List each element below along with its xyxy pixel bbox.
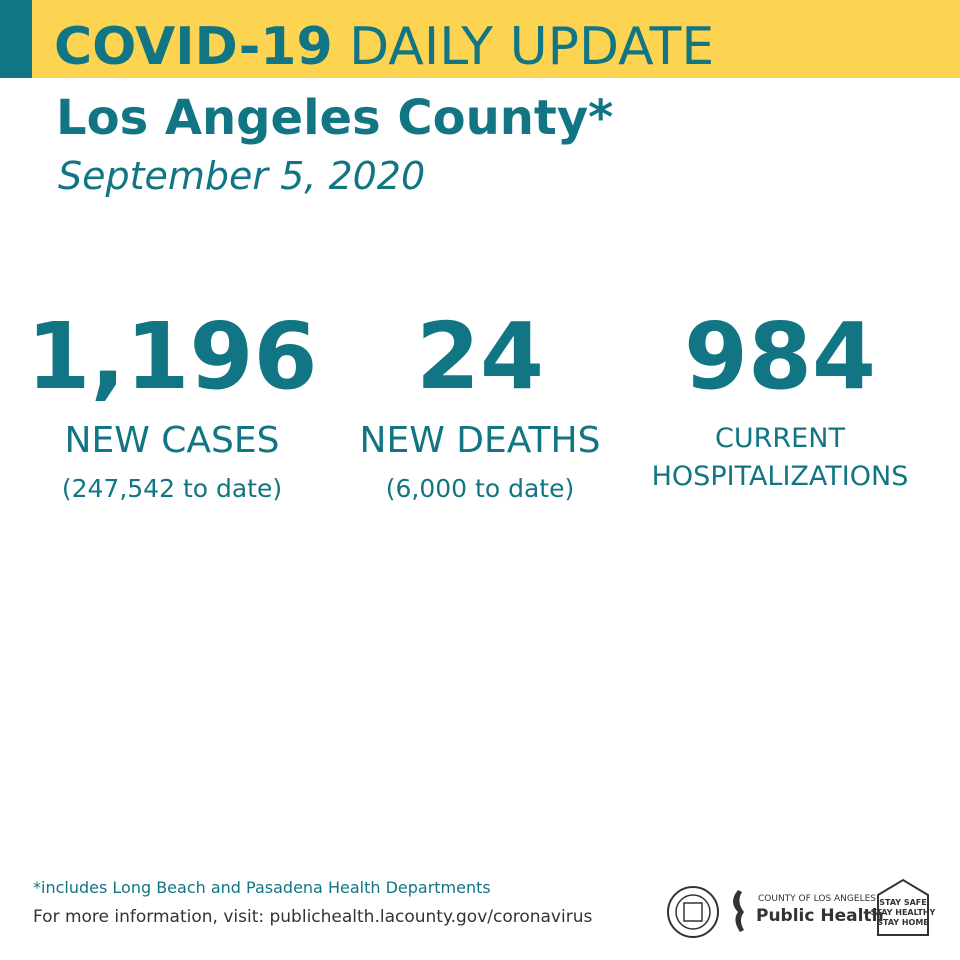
- header-title: COVID-19 DAILY UPDATE: [54, 17, 714, 77]
- date: September 5, 2020: [58, 154, 425, 198]
- header-accent: [0, 0, 32, 78]
- stat-label: HOSPITALIZATIONS: [652, 461, 909, 492]
- stay-line: STAY SAFE: [879, 898, 926, 907]
- stat-label: CURRENT: [715, 423, 845, 454]
- stat-label: NEW CASES: [65, 420, 280, 461]
- title-bold: COVID-19: [54, 17, 333, 77]
- stat-note: (6,000 to date): [386, 474, 574, 503]
- stat-note: (247,542 to date): [62, 474, 282, 503]
- stats: 1,196 NEW CASES (247,542 to date) 24 NEW DEA…: [26, 303, 908, 503]
- stay-line: STAY HEALTHY: [871, 908, 936, 917]
- stat-value: 984: [684, 303, 876, 410]
- dept-big: Public Health: [756, 906, 884, 926]
- stay-line: STAY HOME: [877, 918, 929, 927]
- dept-small: COUNTY OF LOS ANGELES: [758, 894, 876, 904]
- public-health-logo: COUNTY OF LOS ANGELES Public Health: [733, 890, 884, 932]
- title-rest: DAILY UPDATE: [349, 17, 714, 77]
- subtitle: Los Angeles County*: [56, 90, 613, 146]
- header-band: [0, 0, 960, 78]
- footnote: *includes Long Beach and Pasadena Health…: [33, 878, 491, 897]
- stat-value: 1,196: [26, 303, 317, 410]
- county-seal: [667, 886, 719, 938]
- stat-label: NEW DEATHS: [360, 420, 601, 461]
- stat-value: 24: [416, 303, 544, 410]
- info: For more information, visit: publichealt…: [33, 907, 592, 927]
